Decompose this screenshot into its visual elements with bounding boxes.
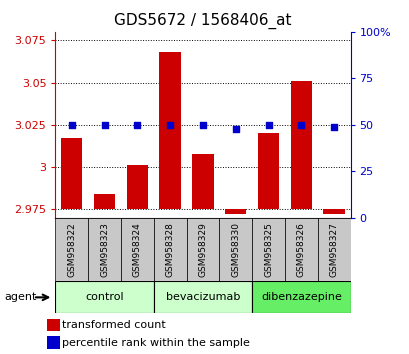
Text: GSM958325: GSM958325 xyxy=(263,222,272,277)
Point xyxy=(232,126,238,131)
Point xyxy=(134,122,140,127)
Text: agent: agent xyxy=(4,292,36,302)
Bar xyxy=(186,218,219,281)
Text: GSM958323: GSM958323 xyxy=(100,222,109,277)
Bar xyxy=(225,209,246,214)
Bar xyxy=(126,165,148,209)
Bar xyxy=(47,336,60,349)
Title: GDS5672 / 1568406_at: GDS5672 / 1568406_at xyxy=(114,13,291,29)
Bar xyxy=(153,281,252,313)
Bar xyxy=(47,319,60,331)
Bar xyxy=(252,218,284,281)
Text: GSM958330: GSM958330 xyxy=(231,222,240,277)
Point xyxy=(265,122,271,127)
Text: dibenzazepine: dibenzazepine xyxy=(260,292,341,302)
Bar xyxy=(121,218,153,281)
Bar xyxy=(94,194,115,209)
Text: GSM958327: GSM958327 xyxy=(329,222,338,277)
Point xyxy=(166,122,173,127)
Point xyxy=(330,124,337,130)
Text: GSM958329: GSM958329 xyxy=(198,222,207,277)
Point xyxy=(68,122,75,127)
Bar xyxy=(88,218,121,281)
Bar xyxy=(219,218,252,281)
Bar xyxy=(257,133,279,209)
Text: GSM958322: GSM958322 xyxy=(67,222,76,277)
Bar xyxy=(61,138,82,209)
Text: control: control xyxy=(85,292,124,302)
Bar xyxy=(159,52,180,209)
Bar xyxy=(252,281,350,313)
Bar xyxy=(55,218,88,281)
Text: GSM958324: GSM958324 xyxy=(133,222,142,277)
Bar xyxy=(55,281,153,313)
Point xyxy=(199,122,206,127)
Bar xyxy=(284,218,317,281)
Bar xyxy=(153,218,186,281)
Text: percentile rank within the sample: percentile rank within the sample xyxy=(62,338,250,348)
Text: GSM958328: GSM958328 xyxy=(165,222,174,277)
Point xyxy=(297,122,304,127)
Text: transformed count: transformed count xyxy=(62,320,166,330)
Bar xyxy=(192,154,213,209)
Text: GSM958326: GSM958326 xyxy=(296,222,305,277)
Point xyxy=(101,122,108,127)
Bar xyxy=(290,81,311,209)
Bar xyxy=(323,209,344,214)
Bar xyxy=(317,218,350,281)
Text: bevacizumab: bevacizumab xyxy=(165,292,240,302)
